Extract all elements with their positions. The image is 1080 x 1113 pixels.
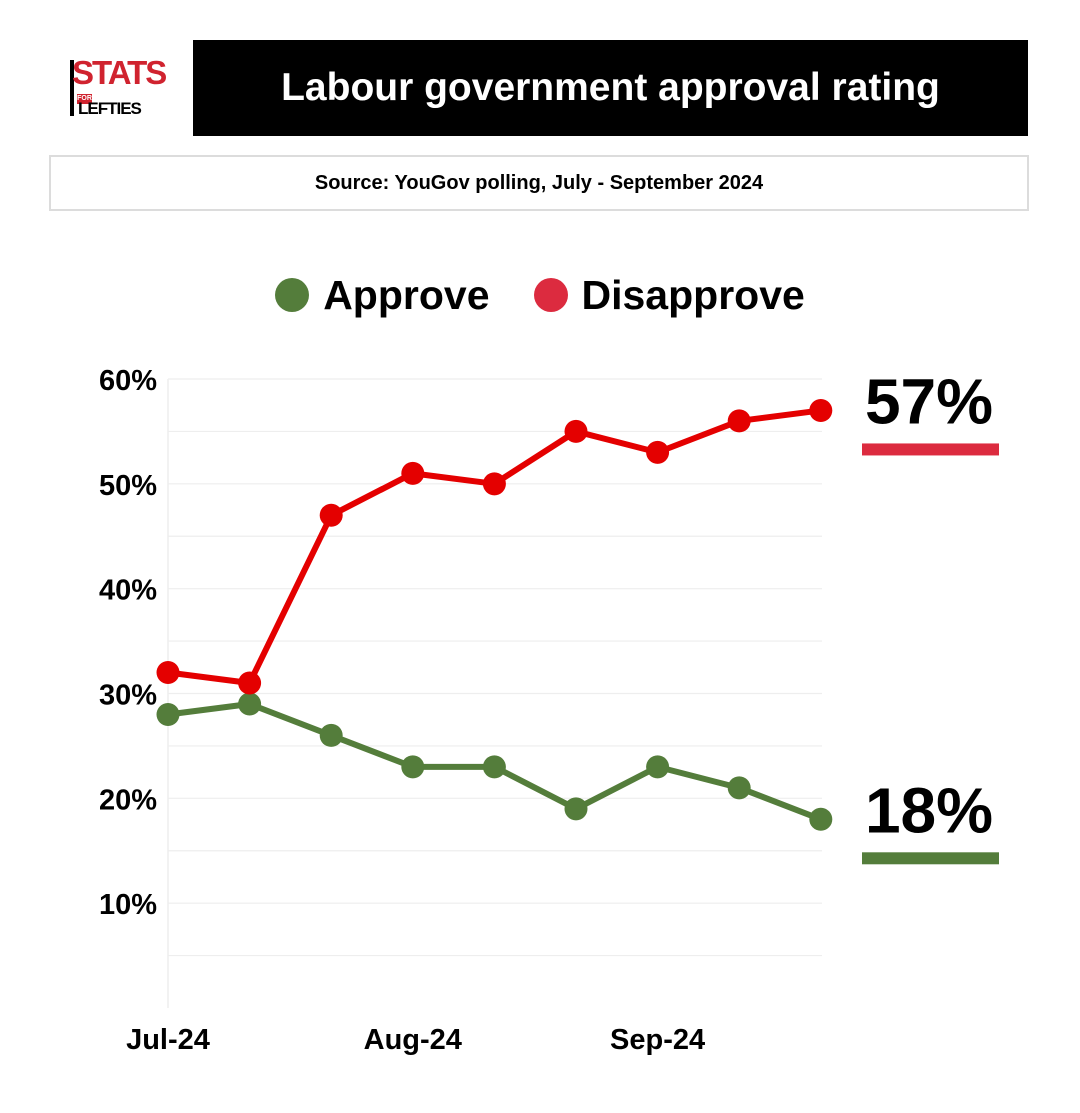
legend-dot-disapprove [533,278,568,312]
approve-end-underline [862,852,999,865]
approve-point [156,702,180,726]
x-tick-label: Sep-24 [610,1024,705,1056]
title-banner: Labour government approval rating [193,40,1028,136]
disapprove-point [482,472,506,496]
x-axis-ticks: Jul-24 Aug-24 Sep-24 [126,1024,705,1056]
approve-point [564,797,588,821]
chart-title: Labour government approval rating [281,66,940,109]
logo-bar [70,60,74,116]
logo-lefties-text: LEFTIES [78,99,142,118]
stats-for-lefties-logo: STATS FOR LEFTIES [68,56,167,120]
grid-lines [168,378,822,957]
y-tick-label: 60% [99,365,157,397]
approve-point [646,755,670,779]
disapprove-point [646,440,670,464]
legend-dot-approve [275,278,310,312]
approve-point [238,692,262,716]
end-callouts: 18% 57% [862,365,999,865]
y-axis-ticks: 10% 20% 30% 40% 50% 60% [99,365,157,921]
x-tick-label: Aug-24 [364,1024,462,1056]
disapprove-point [727,409,751,433]
approve-point [727,776,751,800]
source-box: Source: YouGov polling, July - September… [49,155,1029,211]
y-tick-label: 30% [99,680,157,712]
disapprove-line [165,407,824,687]
y-tick-label: 20% [99,784,157,816]
x-tick-label: Jul-24 [126,1024,210,1056]
disapprove-point [238,671,262,695]
source-text: Source: YouGov polling, July - September… [314,171,764,194]
disapprove-point [809,398,833,422]
approve-point [809,807,833,831]
approve-end-label: 18% [865,774,993,846]
disapprove-point [401,461,425,485]
disapprove-end-underline [862,443,999,456]
approve-point [482,755,506,779]
y-tick-label: 50% [99,470,157,502]
disapprove-end-label: 57% [865,365,993,437]
disapprove-point [564,419,588,443]
logo-stats-text: STATS [72,54,167,91]
y-tick-label: 10% [99,889,157,921]
logo-for-text: FOR [77,94,92,104]
approve-point [401,755,425,779]
legend-item-disapprove: Disapprove [533,271,805,319]
legend-label-approve: Approve [323,271,490,318]
chart-legend: Approve Disapprove [0,270,1080,320]
legend-label-disapprove: Disapprove [581,271,805,318]
disapprove-point [319,503,343,527]
disapprove-point [156,661,180,685]
approve-point [319,723,343,747]
legend-item-approve: Approve [275,271,490,319]
series-layer [156,398,833,831]
y-tick-label: 40% [99,575,157,607]
